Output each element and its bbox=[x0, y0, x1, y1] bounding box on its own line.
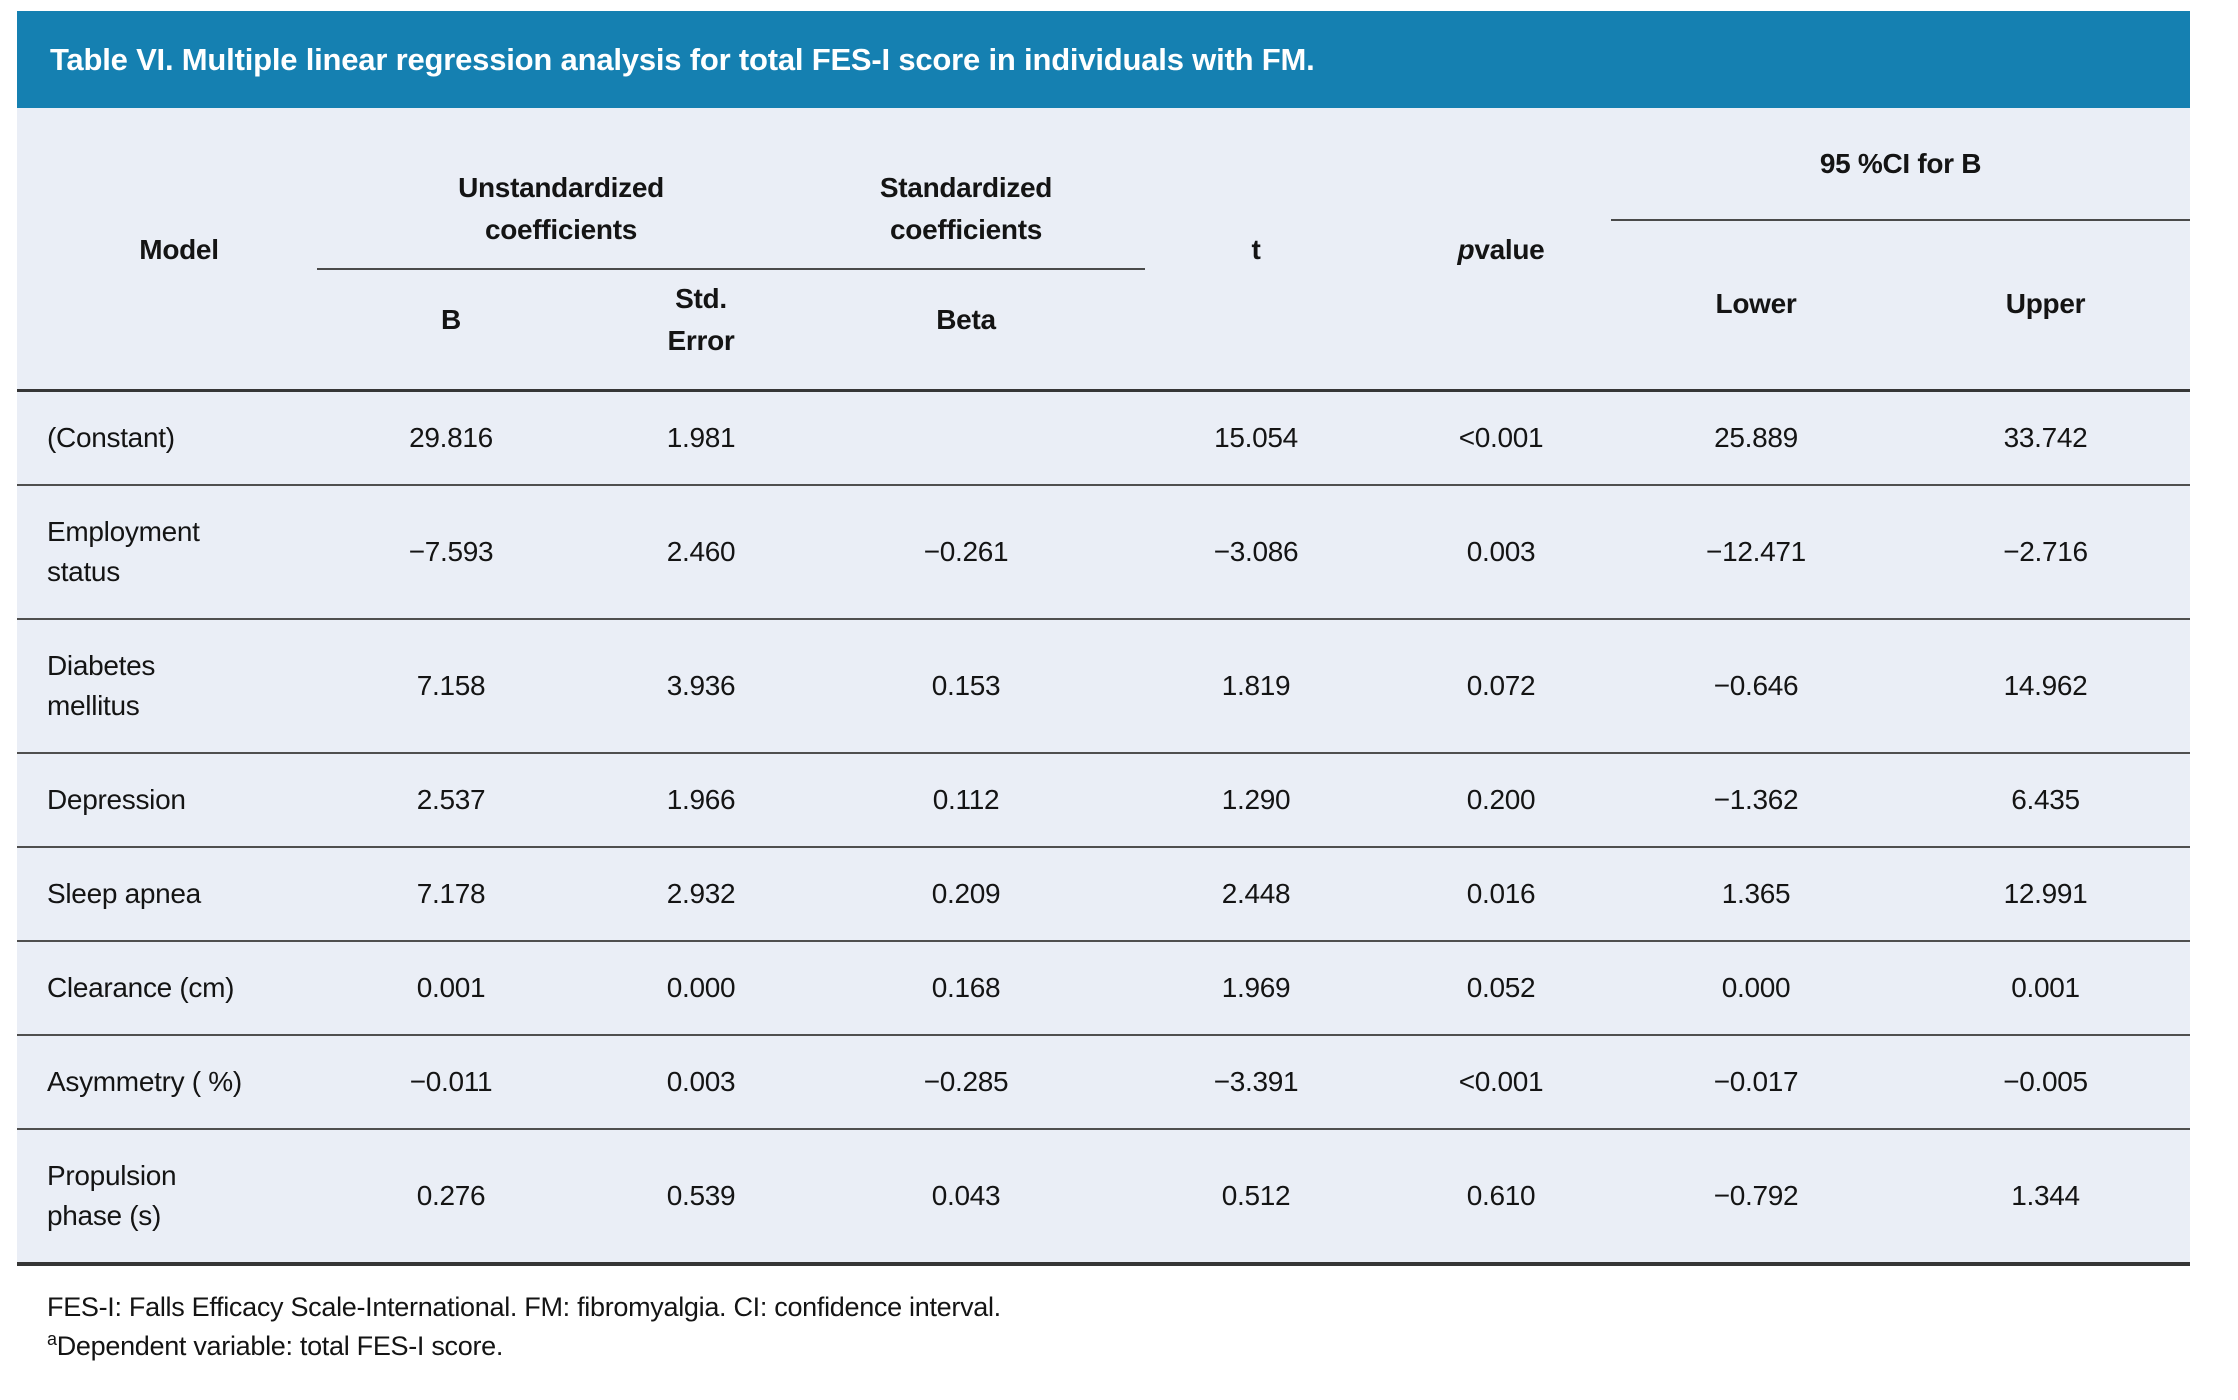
cell-b: −0.011 bbox=[311, 1034, 591, 1129]
column-header-beta: Beta bbox=[936, 304, 996, 335]
table-row: Propulsion phase (s) 0.276 0.539 0.043 0… bbox=[17, 1128, 2190, 1264]
table-figure: Table VI. Multiple linear regression ana… bbox=[17, 11, 2190, 1366]
column-group-95ci-for-b: 95 %CI for B bbox=[1819, 147, 1982, 179]
cell-t: 1.819 bbox=[1121, 618, 1391, 753]
cell-std-error: 0.539 bbox=[591, 1128, 811, 1264]
cell-p-value: 0.200 bbox=[1391, 752, 1611, 847]
cell-p-value: 0.003 bbox=[1391, 484, 1611, 619]
cell-p-value: 0.610 bbox=[1391, 1128, 1611, 1264]
cell-model: Propulsion phase (s) bbox=[17, 1128, 311, 1264]
cell-t: 1.290 bbox=[1121, 752, 1391, 847]
cell-std-error: 1.966 bbox=[591, 752, 811, 847]
cell-std-error: 0.003 bbox=[591, 1034, 811, 1129]
cell-model: Sleep apnea bbox=[17, 846, 311, 941]
cell-b: −7.593 bbox=[311, 484, 591, 619]
cell-ci-lower: −0.017 bbox=[1611, 1034, 1901, 1129]
column-header-t: t bbox=[1251, 234, 1261, 265]
cell-b: 7.158 bbox=[311, 618, 591, 753]
cell-ci-lower: −0.792 bbox=[1611, 1128, 1901, 1264]
column-header-b: B bbox=[441, 304, 461, 335]
cell-b: 0.276 bbox=[311, 1128, 591, 1264]
cell-p-value: 0.052 bbox=[1391, 940, 1611, 1035]
cell-model: Depression bbox=[17, 752, 311, 847]
cell-std-error: 0.000 bbox=[591, 940, 811, 1035]
cell-ci-lower: −0.646 bbox=[1611, 618, 1901, 753]
table-row: (Constant) 29.816 1.981 15.054 <0.001 25… bbox=[17, 392, 2190, 485]
cell-model: Employment status bbox=[17, 484, 311, 619]
cell-model: Clearance (cm) bbox=[17, 940, 311, 1035]
column-header-p-value: p value bbox=[1391, 108, 1611, 392]
cell-p-value: 0.016 bbox=[1391, 846, 1611, 941]
cell-ci-lower: 25.889 bbox=[1714, 422, 1798, 453]
cell-ci-upper: 6.435 bbox=[1901, 752, 2190, 847]
footnote-dependent-variable: aDependent variable: total FES-I score. bbox=[47, 1327, 2190, 1366]
table-row: Employment status −7.593 2.460 −0.261 −3… bbox=[17, 484, 2190, 619]
column-header-lower: Lower bbox=[1715, 288, 1797, 319]
cell-ci-upper: 33.742 bbox=[2003, 422, 2088, 453]
cell-ci-lower: −1.362 bbox=[1611, 752, 1901, 847]
cell-beta: 0.209 bbox=[811, 846, 1121, 941]
table-row: Diabetes mellitus 7.158 3.936 0.153 1.81… bbox=[17, 618, 2190, 753]
regression-table: (Constant) 29.816 1.981 15.054 <0.001 25… bbox=[17, 392, 2190, 1266]
cell-ci-lower: 1.365 bbox=[1611, 846, 1901, 941]
cell-p-value: 0.072 bbox=[1391, 618, 1611, 753]
cell-b: 0.001 bbox=[311, 940, 591, 1035]
cell-beta: 0.153 bbox=[811, 618, 1121, 753]
cell-model: (Constant) bbox=[47, 422, 175, 453]
column-header-std-error: Std. Error bbox=[667, 283, 735, 356]
cell-beta: 0.168 bbox=[811, 940, 1121, 1035]
column-group-unstandardized-coefficients: Unstandardized coefficients bbox=[458, 172, 664, 245]
cell-ci-lower: 0.000 bbox=[1611, 940, 1901, 1035]
footnote-dependent-text: Dependent variable: total FES-I score. bbox=[56, 1331, 504, 1361]
column-header-model: Model bbox=[139, 234, 219, 265]
cell-beta: 0.043 bbox=[811, 1128, 1121, 1264]
cell-b: 29.816 bbox=[409, 422, 493, 453]
cell-ci-upper: 12.991 bbox=[1901, 846, 2190, 941]
p-value-italic-part: p bbox=[1457, 234, 1475, 265]
table-title-bar: Table VI. Multiple linear regression ana… bbox=[17, 11, 2190, 108]
cell-ci-upper: 1.344 bbox=[1901, 1128, 2190, 1264]
cell-beta: −0.261 bbox=[811, 484, 1121, 619]
cell-std-error: 1.981 bbox=[666, 422, 736, 453]
coefficients-group-underline bbox=[317, 268, 1145, 270]
table-row: Clearance (cm) 0.001 0.000 0.168 1.969 0… bbox=[17, 940, 2190, 1035]
cell-b: 7.178 bbox=[311, 846, 591, 941]
table-header: Model Unstandardized coefficients Standa… bbox=[17, 108, 2190, 392]
cell-model: Asymmetry ( %) bbox=[17, 1034, 311, 1129]
footnote-marker-a: a bbox=[47, 1329, 57, 1349]
ci-group-underline bbox=[1611, 219, 2190, 221]
p-value-rest-part: value bbox=[1474, 234, 1545, 265]
cell-t: 1.969 bbox=[1121, 940, 1391, 1035]
cell-std-error: 3.936 bbox=[591, 618, 811, 753]
cell-beta bbox=[811, 392, 1121, 485]
table-row: Asymmetry ( %) −0.011 0.003 −0.285 −3.39… bbox=[17, 1034, 2190, 1129]
table-title: Table VI. Multiple linear regression ana… bbox=[50, 41, 1315, 77]
column-header-upper: Upper bbox=[2005, 288, 2086, 319]
table-panel: Model Unstandardized coefficients Standa… bbox=[17, 108, 2190, 1266]
cell-ci-upper: 14.962 bbox=[1901, 618, 2190, 753]
cell-t: 0.512 bbox=[1121, 1128, 1391, 1264]
cell-b: 2.537 bbox=[311, 752, 591, 847]
cell-ci-lower: −12.471 bbox=[1611, 484, 1901, 619]
cell-std-error: 2.460 bbox=[591, 484, 811, 619]
table-footnotes: FES-I: Falls Efficacy Scale-Internationa… bbox=[47, 1288, 2190, 1366]
cell-ci-upper: −0.005 bbox=[1901, 1034, 2190, 1129]
cell-t: −3.391 bbox=[1121, 1034, 1391, 1129]
cell-ci-upper: −2.716 bbox=[1901, 484, 2190, 619]
cell-std-error: 2.932 bbox=[591, 846, 811, 941]
cell-p-value: <0.001 bbox=[1458, 422, 1544, 453]
cell-t: 2.448 bbox=[1121, 846, 1391, 941]
cell-p-value: <0.001 bbox=[1391, 1034, 1611, 1129]
cell-ci-upper: 0.001 bbox=[1901, 940, 2190, 1035]
table-row: Sleep apnea 7.178 2.932 0.209 2.448 0.01… bbox=[17, 846, 2190, 941]
column-group-standardized-coefficients: Standardized coefficients bbox=[879, 172, 1053, 245]
cell-t: −3.086 bbox=[1121, 484, 1391, 619]
cell-beta: −0.285 bbox=[811, 1034, 1121, 1129]
cell-beta: 0.112 bbox=[811, 752, 1121, 847]
table-row: Depression 2.537 1.966 0.112 1.290 0.200… bbox=[17, 752, 2190, 847]
cell-model: Diabetes mellitus bbox=[17, 618, 311, 753]
cell-t: 15.054 bbox=[1214, 422, 1298, 453]
footnote-abbreviations: FES-I: Falls Efficacy Scale-Internationa… bbox=[47, 1292, 1001, 1322]
